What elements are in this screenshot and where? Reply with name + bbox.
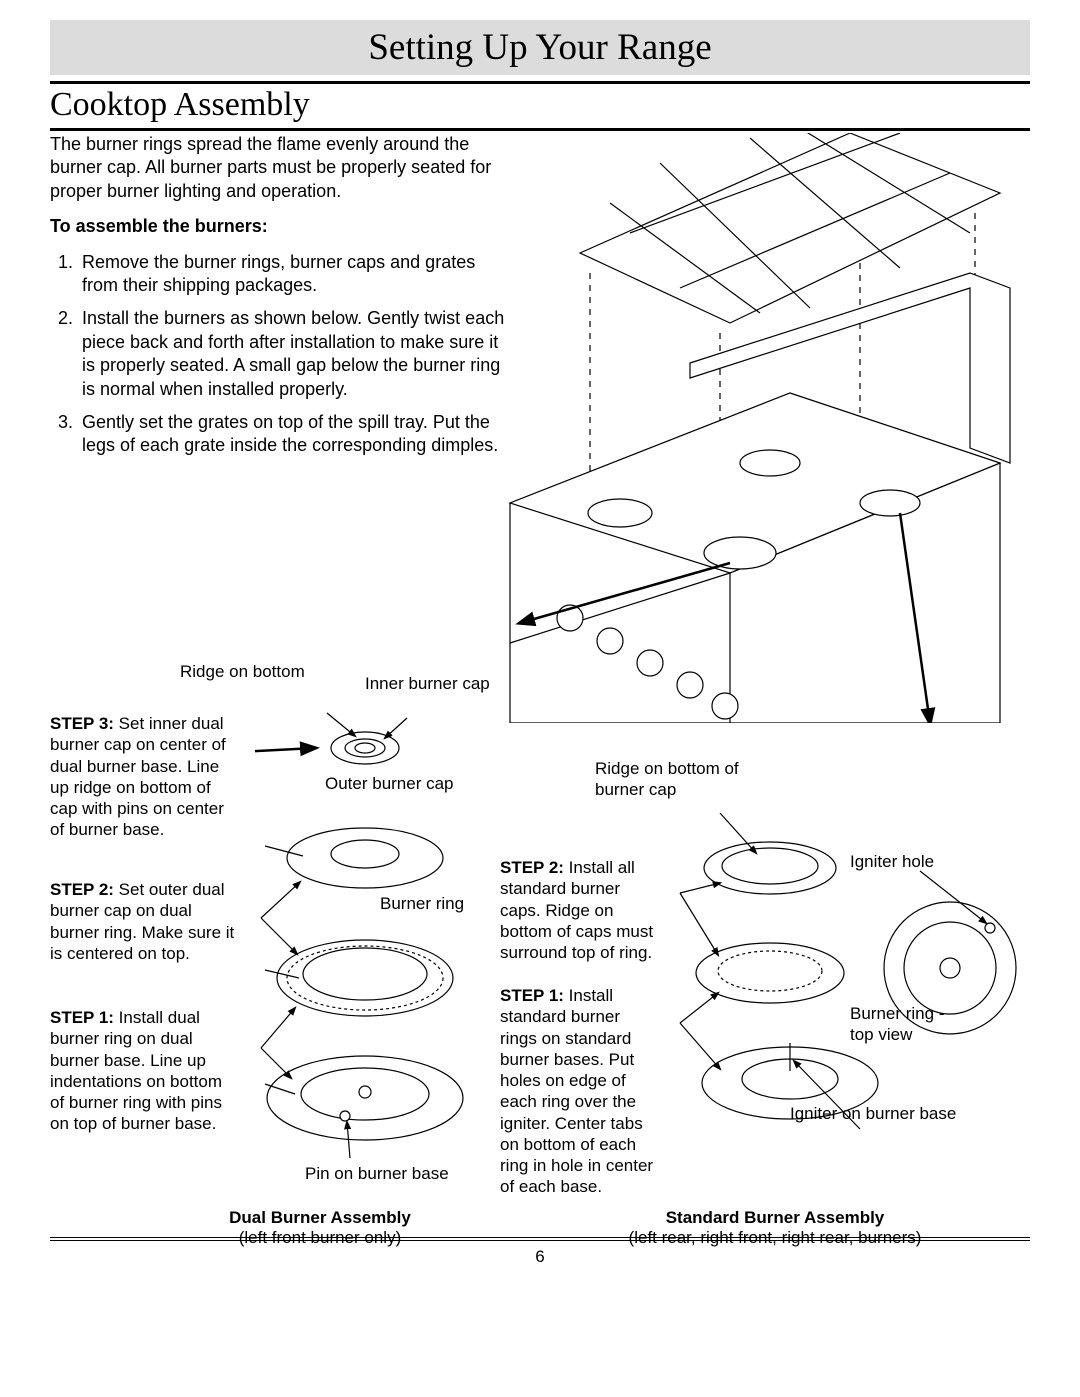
label-ridge-on-bottom: Ridge on bottom xyxy=(180,661,305,682)
dual-step2-label: STEP 2: xyxy=(50,880,114,899)
assemble-subhead: To assemble the burners: xyxy=(50,216,268,236)
dual-assembly-label: Dual Burner Assembly (left front burner … xyxy=(170,1208,470,1248)
section-title: Cooktop Assembly xyxy=(50,81,1030,131)
assemble-step-1: Remove the burner rings, burner caps and… xyxy=(78,251,505,298)
dual-assembly-sub: (left front burner only) xyxy=(239,1228,402,1247)
page-number: 6 xyxy=(50,1247,1030,1267)
label-burner-ring: Burner ring xyxy=(380,893,464,914)
assemble-steps-list: Remove the burner rings, burner caps and… xyxy=(50,251,505,458)
dual-step1: STEP 1: Install dual burner ring on dual… xyxy=(50,1007,240,1135)
label-burner-ring-top-view: Burner ring - top view xyxy=(850,1003,970,1046)
std-step1-label: STEP 1: xyxy=(500,986,564,1005)
page-title-bar: Setting Up Your Range xyxy=(50,20,1030,75)
std-step2: STEP 2: Install all standard burner caps… xyxy=(500,857,660,963)
assemble-step-2: Install the burners as shown below. Gent… xyxy=(78,307,505,401)
dual-step1-label: STEP 1: xyxy=(50,1008,114,1027)
std-step1-text: Install standard burner rings on standar… xyxy=(500,986,653,1196)
std-assembly-label: Standard Burner Assembly (left rear, rig… xyxy=(595,1208,955,1248)
dual-step3-label: STEP 3: xyxy=(50,714,114,733)
left-text-column: The burner rings spread the flame evenly… xyxy=(50,133,505,468)
std-assembly-sub: (left rear, right front, right rear, bur… xyxy=(629,1228,922,1247)
assemble-step-3: Gently set the grates on top of the spil… xyxy=(78,411,505,458)
range-illustration xyxy=(470,133,1030,723)
content-area: The burner rings spread the flame evenly… xyxy=(50,133,1030,1233)
label-igniter-on-burner-base: Igniter on burner base xyxy=(790,1103,956,1124)
intro-paragraph: The burner rings spread the flame evenly… xyxy=(50,133,505,203)
std-assembly-header: Standard Burner Assembly xyxy=(666,1208,885,1227)
dual-burner-diagram xyxy=(255,678,485,1178)
dual-assembly-header: Dual Burner Assembly xyxy=(229,1208,411,1227)
dual-step2: STEP 2: Set outer dual burner cap on dua… xyxy=(50,879,240,964)
label-inner-burner-cap: Inner burner cap xyxy=(365,673,490,694)
std-step1: STEP 1: Install standard burner rings on… xyxy=(500,985,660,1198)
label-ridge-bottom-burner-cap: Ridge on bottom of burner cap xyxy=(595,758,745,801)
dual-step3: STEP 3: Set inner dual burner cap on cen… xyxy=(50,713,230,841)
std-step2-label: STEP 2: xyxy=(500,858,564,877)
label-igniter-hole: Igniter hole xyxy=(850,851,934,872)
label-outer-burner-cap: Outer burner cap xyxy=(325,773,454,794)
label-pin-on-burner-base: Pin on burner base xyxy=(305,1163,449,1184)
